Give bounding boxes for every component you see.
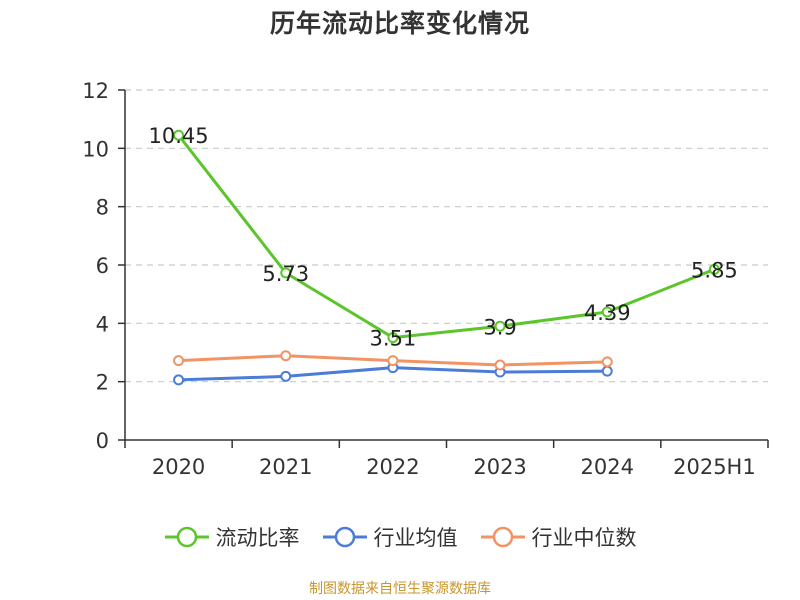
data-label: 3.9 (483, 315, 516, 339)
x-tick-label: 2021 (259, 455, 312, 479)
y-tick-label: 12 (82, 79, 109, 103)
legend-item-industry_median[interactable]: 行业中位数 (480, 522, 637, 552)
legend-line-circle-icon (480, 526, 525, 548)
x-tick-label: 2020 (152, 455, 205, 479)
x-tick-label: 2022 (366, 455, 419, 479)
data-label: 10.45 (149, 124, 209, 148)
legend-label: 行业中位数 (531, 526, 637, 550)
chart-title: 历年流动比率变化情况 (269, 9, 530, 38)
data-label: 5.73 (262, 262, 309, 286)
data-point-industry_mean (173, 374, 185, 386)
data-point-industry_median (387, 355, 399, 367)
source-note: 制图数据来自恒生聚源数据库 (309, 581, 491, 597)
data-point-industry_mean (280, 370, 292, 382)
data-label: 5.85 (691, 258, 738, 282)
x-tick-label: 2025H1 (673, 455, 756, 479)
data-point-current_ratio (601, 306, 613, 318)
y-tick-label: 2 (96, 371, 109, 395)
data-point-current_ratio (708, 263, 720, 275)
x-tick-label: 2024 (581, 455, 634, 479)
y-tick-label: 4 (96, 312, 109, 336)
y-tick-label: 6 (96, 254, 109, 278)
data-point-industry_mean (601, 365, 613, 377)
legend: 流动比率 行业均值 行业中位数 (0, 521, 800, 553)
legend-item-current_ratio[interactable]: 流动比率 (164, 522, 300, 552)
data-label: 4.39 (584, 301, 631, 325)
legend-item-industry_mean[interactable]: 行业均值 (322, 522, 458, 552)
data-point-industry_median (280, 350, 292, 362)
data-point-current_ratio (280, 267, 292, 279)
data-point-industry_median (173, 355, 185, 367)
legend-label: 流动比率 (215, 526, 300, 550)
data-point-current_ratio (494, 320, 506, 332)
series-line-current_ratio (177, 134, 715, 340)
data-point-industry_median (494, 359, 506, 371)
y-tick-label: 10 (82, 137, 109, 161)
data-point-current_ratio (173, 129, 185, 141)
data-point-current_ratio (387, 332, 399, 344)
legend-line-circle-icon (164, 526, 209, 548)
legend-line-circle-icon (322, 526, 367, 548)
x-tick-label: 2023 (473, 455, 526, 479)
y-tick-label: 8 (96, 196, 109, 220)
data-point-industry_median (601, 356, 613, 368)
data-label: 3.51 (370, 327, 417, 351)
legend-label: 行业均值 (373, 526, 458, 550)
y-tick-label: 0 (96, 429, 109, 453)
